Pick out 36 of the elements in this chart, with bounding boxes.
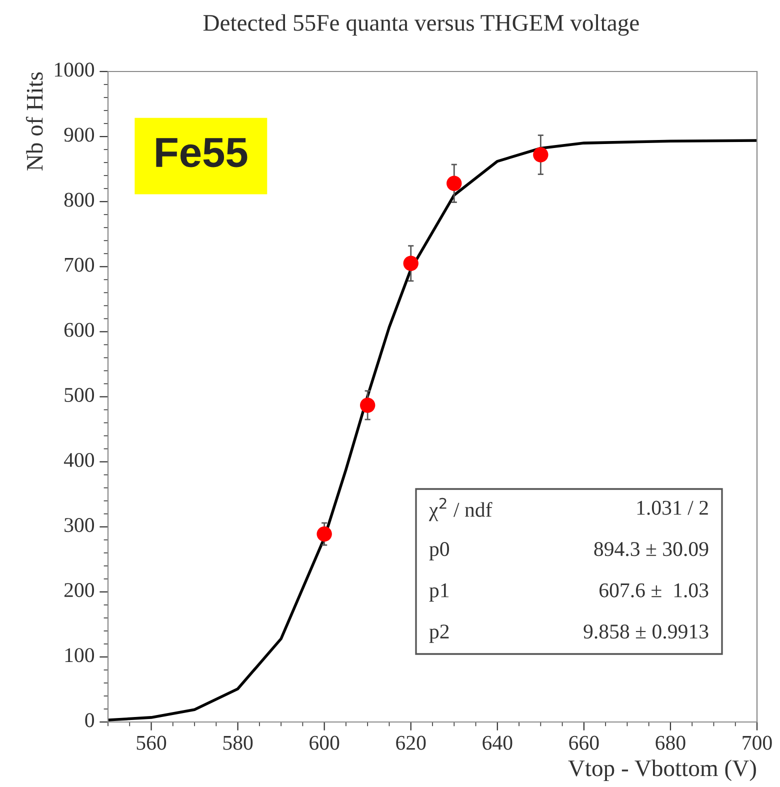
point <box>403 256 418 272</box>
annotation: 894.3 ± 30.09 <box>594 542 708 556</box>
annotation: 1.031 / 2 <box>637 500 708 515</box>
y-tick-label: 900 <box>64 128 94 142</box>
x-tick-label: 640 <box>482 736 512 750</box>
annotation: p1 <box>429 583 449 602</box>
x-axis-title: Vtop - Vbottom (V) <box>568 760 756 782</box>
y-tick-label: 600 <box>64 322 94 337</box>
chart-title: Detected 55Fe quanta versus THGEM voltage <box>203 14 639 36</box>
x-tick-label: 560 <box>136 736 166 750</box>
y-tick-label: 500 <box>64 388 94 402</box>
annotation: p0 <box>429 542 450 560</box>
y-tick-label: 400 <box>64 452 94 468</box>
x-tick-label: 600 <box>310 736 340 750</box>
annotation: 607.6 ± 1.03 <box>600 583 708 598</box>
x-tick-label: 700 <box>742 736 772 750</box>
y-tick-label: 300 <box>64 518 94 532</box>
y-tick-label: 700 <box>64 258 94 272</box>
x-tick-label: 660 <box>569 736 599 750</box>
y-tick-label: 1000 <box>54 62 94 77</box>
x-tick-label: 680 <box>656 736 686 750</box>
point <box>533 147 548 162</box>
y-tick-label: 0 <box>85 713 94 728</box>
point <box>446 176 462 191</box>
annotation: Fe55 <box>156 138 248 168</box>
point <box>316 526 332 542</box>
annotation: χ$^{2}$ / ndf <box>428 498 492 522</box>
y-tick-label: 200 <box>64 583 94 598</box>
y-axis-title: Nb of Hits <box>26 72 43 171</box>
x-tick-label: 580 <box>223 736 253 750</box>
y-tick-label: 800 <box>64 192 94 207</box>
point <box>360 398 376 413</box>
annotation: 9.858 ± 0.9913 <box>584 624 708 639</box>
annotation: p2 <box>429 624 449 643</box>
y-tick-label: 100 <box>65 648 94 662</box>
x-tick-label: 620 <box>396 736 426 750</box>
